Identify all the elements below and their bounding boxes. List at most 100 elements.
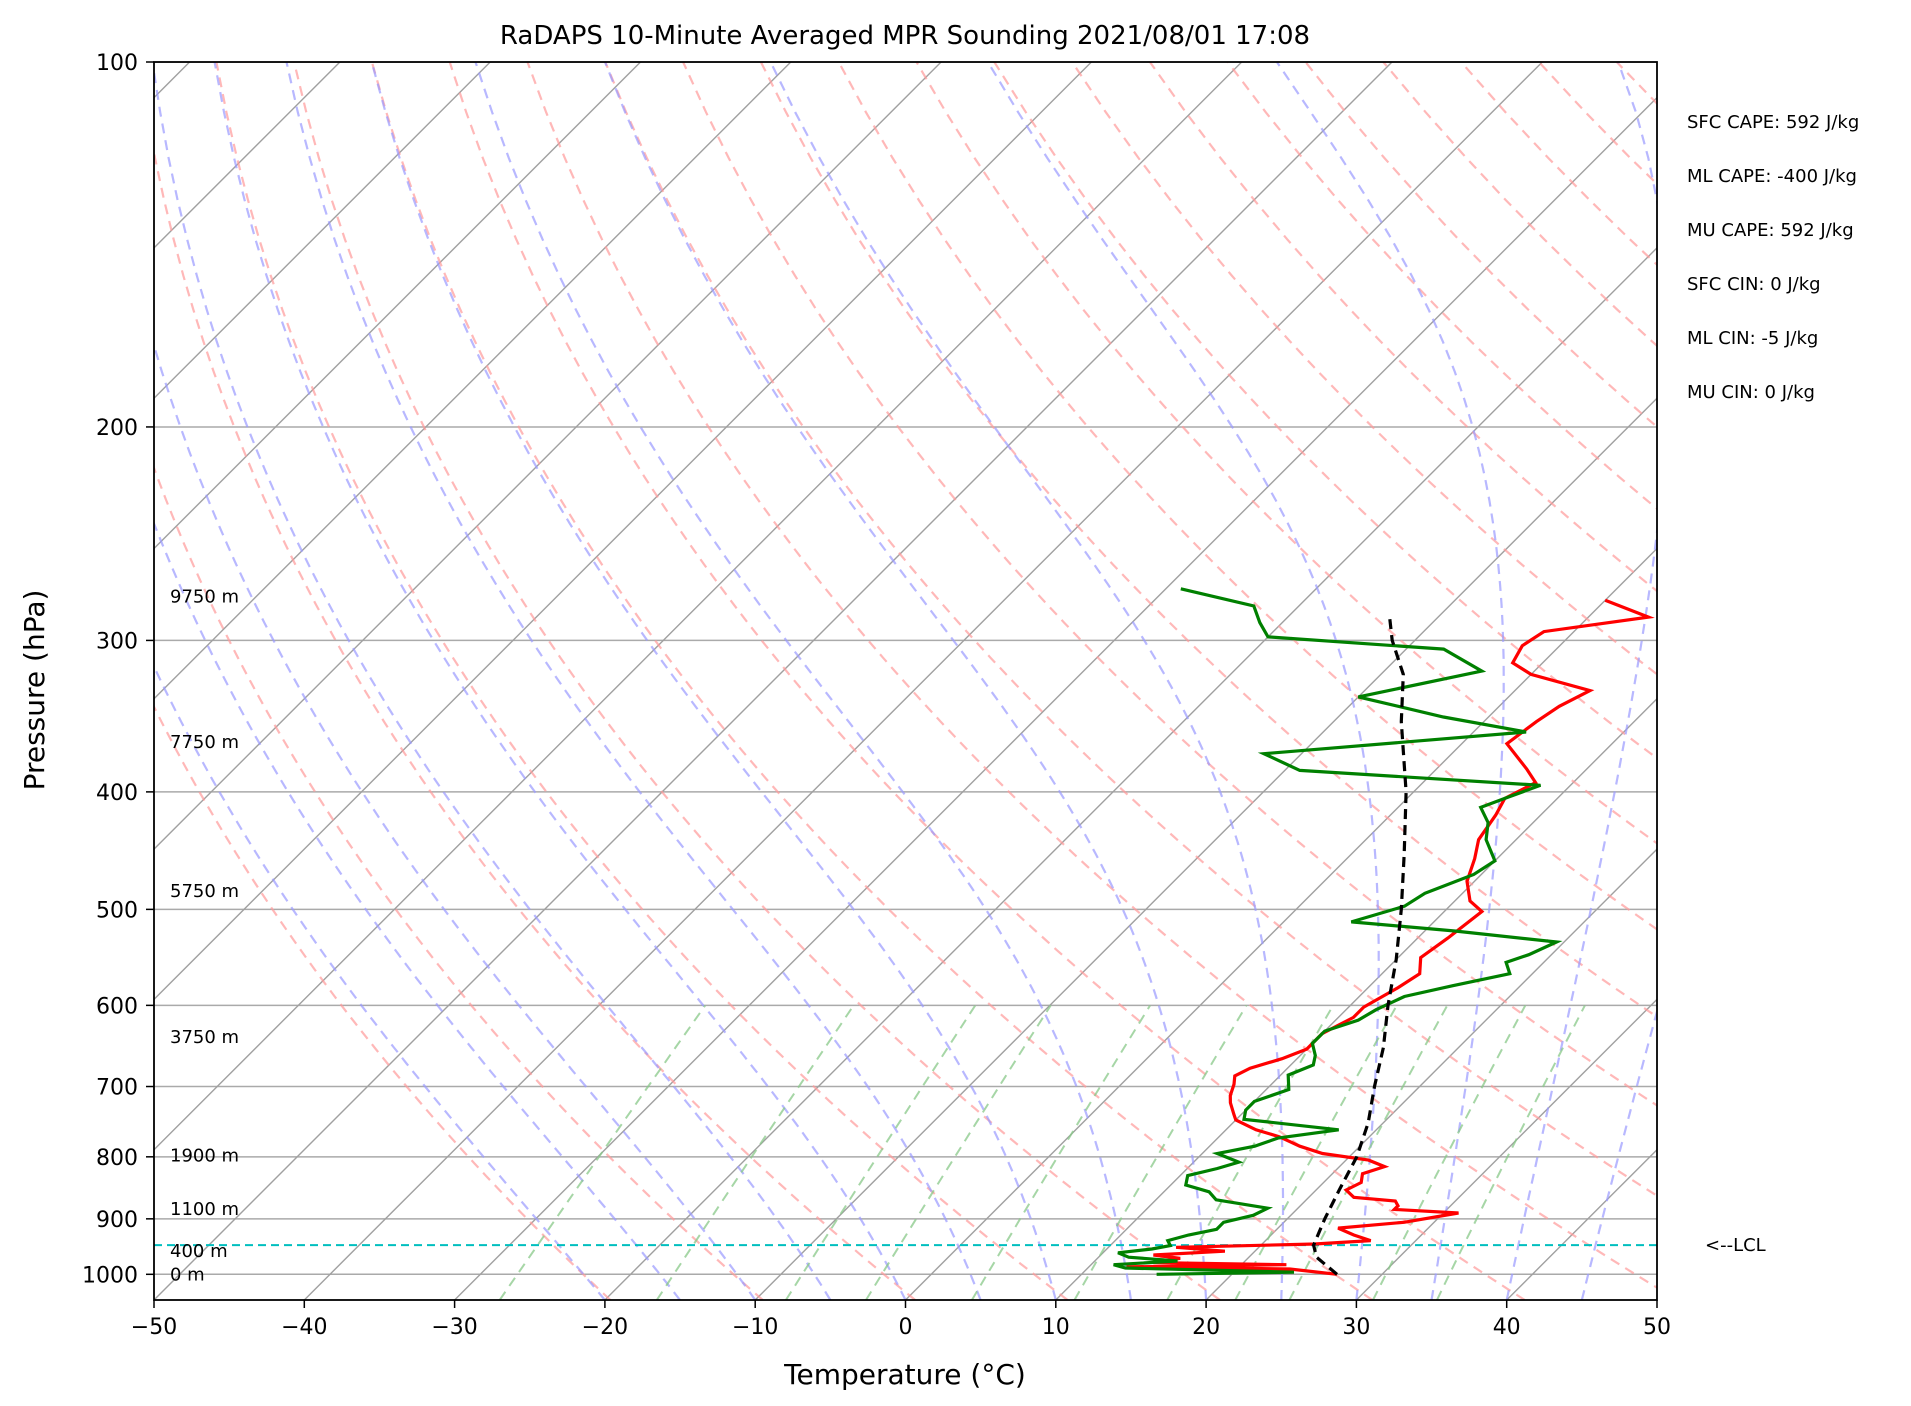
- isotherm-line: [1355, 998, 1657, 1300]
- isotherm-line: [154, 62, 1243, 1151]
- y-tick-label: 600: [96, 994, 138, 1019]
- moist-adiabat: [1505, 62, 1657, 1300]
- y-tick-label: 200: [96, 416, 138, 441]
- moist-adiabat: [474, 62, 1132, 1300]
- dry-adiabat: [293, 62, 1221, 1300]
- isotherm-line: [1205, 848, 1657, 1300]
- isotherm-line: [905, 547, 1657, 1300]
- moist-adiabat: [603, 62, 1208, 1300]
- x-tick-label: 0: [899, 1315, 913, 1340]
- moist-adiabat: [1580, 1007, 1657, 1300]
- lcl-label: <--LCL: [1705, 1235, 1766, 1256]
- mixing-ratio-line: [1436, 1004, 1586, 1300]
- stability-index: MU CIN: 0 J/kg: [1687, 382, 1815, 403]
- mixing-ratio-line: [498, 1004, 707, 1300]
- stability-indices: SFC CAPE: 592 J/kg ML CAPE: -400 J/kg MU C…: [1687, 112, 1859, 403]
- height-label: 400 m: [170, 1241, 228, 1262]
- isotherm-line: [754, 397, 1657, 1300]
- mixing-ratio-lines: [498, 1004, 1586, 1300]
- moist-adiabat: [1655, 1295, 1657, 1300]
- x-tick-label: 10: [1042, 1315, 1070, 1340]
- isotherm-line: [154, 62, 1092, 1001]
- sounding-series: [1113, 587, 1655, 1276]
- dry-adiabat: [370, 62, 1374, 1300]
- sounding-line: [1113, 587, 1563, 1276]
- x-axis-ticks: −50 −40 −30 −20 −10 0 10 20 30 40 50: [131, 1300, 1671, 1340]
- y-axis-label: Pressure (hPa): [18, 590, 51, 791]
- x-tick-label: 20: [1192, 1315, 1220, 1340]
- dry-adiabat: [154, 704, 612, 1300]
- height-label: 9750 m: [170, 587, 239, 608]
- moist-adiabat: [213, 62, 907, 1300]
- isobar-grid: [154, 62, 1657, 1276]
- x-axis-label: Temperature (°C): [783, 1358, 1026, 1391]
- dry-adiabat: [837, 62, 1657, 931]
- dry-adiabat: [682, 62, 1657, 1107]
- height-labels: 9750 m 7750 m 5750 m 3750 m 1900 m 1100 m 400 …: [170, 587, 239, 1286]
- y-tick-label: 400: [96, 781, 138, 806]
- isotherm-line: [1656, 1299, 1657, 1300]
- stability-index: SFC CAPE: 592 J/kg: [1687, 112, 1859, 133]
- moist-adiabat: [986, 62, 1380, 1300]
- isotherm-grid: [154, 62, 1911, 1300]
- height-label: 0 m: [170, 1264, 205, 1285]
- moist-adiabat: [370, 62, 1057, 1300]
- parcel-profile-line: [1311, 613, 1408, 1276]
- y-axis-ticks: 100 200 300 400 500 600 700 800 900 1000: [82, 51, 154, 1288]
- height-label: 5750 m: [170, 881, 239, 902]
- stability-index: MU CAPE: 592 J/kg: [1687, 220, 1854, 241]
- moist-adiabat: [154, 341, 757, 1300]
- y-tick-label: 1000: [82, 1263, 138, 1288]
- stability-index: SFC CIN: 0 J/kg: [1687, 274, 1821, 295]
- isotherm-line: [154, 62, 491, 400]
- x-tick-label: −30: [431, 1315, 477, 1340]
- isotherm-line: [303, 62, 1543, 1300]
- x-tick-label: −20: [582, 1315, 628, 1340]
- x-tick-label: 40: [1493, 1315, 1521, 1340]
- y-tick-label: 500: [96, 898, 138, 923]
- isotherm-line: [154, 62, 641, 550]
- x-tick-label: 50: [1643, 1315, 1671, 1340]
- mixing-ratio-line: [785, 1004, 977, 1300]
- dry-adiabat: [1695, 62, 1911, 1300]
- y-tick-label: 300: [96, 629, 138, 654]
- mixing-ratio-line: [1288, 1004, 1449, 1300]
- dry-adiabat: [526, 62, 1657, 1289]
- isotherm-line: [1807, 62, 1911, 1300]
- dry-adiabat: [759, 62, 1657, 1019]
- dry-adiabats: [154, 62, 1911, 1300]
- dry-adiabat: [215, 62, 1069, 1300]
- dry-adiabat: [1615, 62, 1657, 106]
- y-tick-label: 100: [96, 51, 138, 76]
- x-tick-label: −10: [732, 1315, 778, 1340]
- dry-adiabat: [1772, 62, 1911, 1300]
- height-label: 1100 m: [170, 1199, 239, 1220]
- stability-index: ML CIN: -5 J/kg: [1687, 328, 1818, 349]
- plot-background: [154, 62, 1657, 1300]
- x-tick-label: 30: [1342, 1315, 1370, 1340]
- dry-adiabat: [154, 146, 916, 1300]
- dry-adiabat: [915, 62, 1657, 845]
- moist-adiabat: [769, 62, 1285, 1300]
- moist-adiabat: [285, 62, 982, 1300]
- isotherm-line: [1055, 697, 1657, 1300]
- moist-adiabat: [154, 520, 681, 1300]
- mixing-ratio-line: [865, 1004, 1052, 1300]
- dry-adiabat: [448, 62, 1526, 1300]
- moist-adiabat: [154, 664, 606, 1300]
- mixing-ratio-line: [1166, 1004, 1334, 1300]
- mixing-ratio-line: [655, 1004, 855, 1300]
- x-tick-label: −50: [131, 1315, 177, 1340]
- isotherm-line: [154, 62, 1393, 1300]
- y-tick-label: 900: [96, 1208, 138, 1233]
- mixing-ratio-line: [1372, 1004, 1527, 1300]
- dry-adiabat: [154, 464, 764, 1300]
- y-tick-label: 700: [96, 1076, 138, 1101]
- isotherm-line: [154, 62, 942, 851]
- y-tick-label: 800: [96, 1146, 138, 1171]
- dry-adiabat: [1071, 62, 1657, 676]
- isotherm-line: [604, 246, 1657, 1300]
- isotherm-line: [154, 62, 792, 700]
- height-label: 7750 m: [170, 732, 239, 753]
